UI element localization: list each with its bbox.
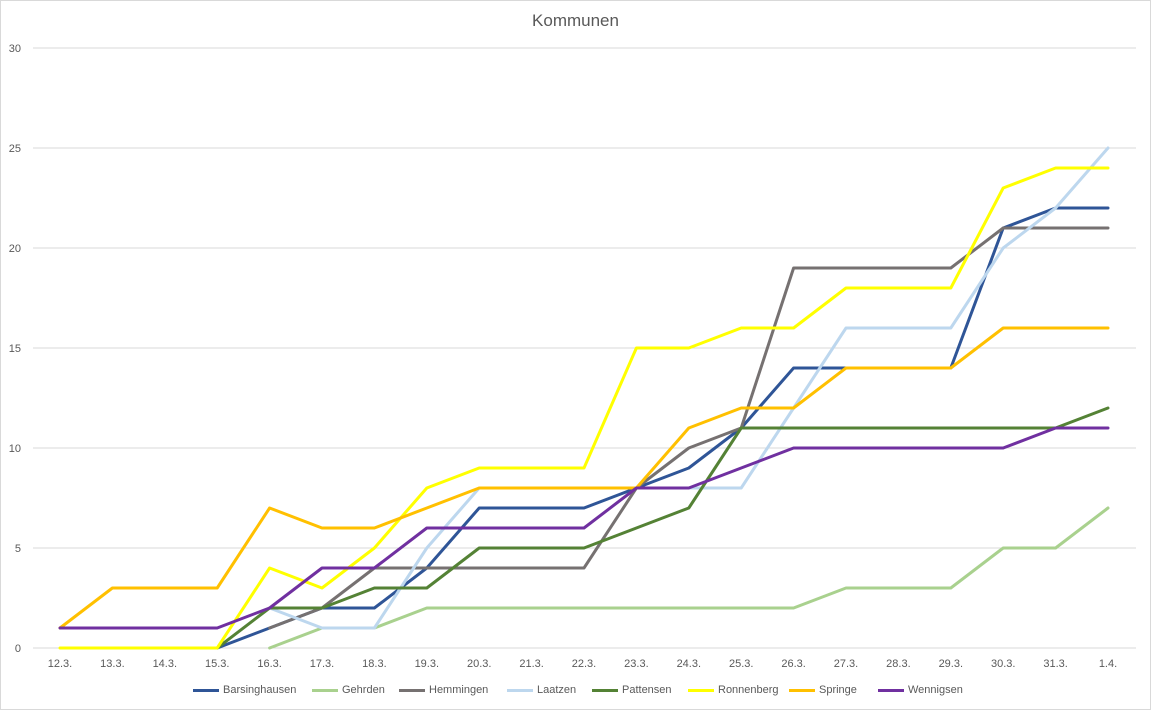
x-tick-label: 18.3. — [362, 658, 386, 670]
legend-item: Wennigsen — [878, 682, 963, 698]
legend-label: Wennigsen — [908, 684, 963, 696]
y-tick-label: 0 — [15, 643, 21, 655]
y-tick-label: 15 — [9, 343, 21, 355]
series-line-barsinghausen — [215, 206, 1110, 650]
x-tick-label: 22.3. — [572, 658, 596, 670]
legend-label: Laatzen — [537, 684, 577, 696]
legend-swatch — [592, 688, 618, 692]
x-tick-label: 14.3. — [153, 658, 177, 670]
series-line-gehrden — [268, 506, 1110, 650]
legend-label: Gehrden — [342, 684, 385, 696]
plot-area: 0 5 10 15 20 25 30 12.3. 13.3. 14.3. 15.3. 16.3. 17.… — [9, 43, 1136, 670]
legend-item: Springe — [789, 682, 857, 698]
legend-item: Laatzen — [507, 682, 576, 698]
legend-item: Pattensen — [592, 682, 672, 698]
legend-label: Springe — [819, 684, 857, 696]
x-tick-label: 13.3. — [100, 658, 124, 670]
x-tick-label: 31.3. — [1043, 658, 1067, 670]
x-tick-label: 15.3. — [205, 658, 229, 670]
x-tick-label: 29.3. — [939, 658, 963, 670]
series-line-pattensen — [215, 406, 1110, 650]
x-tick-label: 25.3. — [729, 658, 753, 670]
legend-swatch — [878, 688, 904, 692]
x-tick-label: 30.3. — [991, 658, 1015, 670]
legend-label: Ronnenberg — [718, 684, 779, 696]
legend-item: Ronnenberg — [688, 682, 779, 698]
legend-label: Pattensen — [622, 684, 672, 696]
x-tick-label: 17.3. — [310, 658, 334, 670]
legend-label: Hemmingen — [429, 684, 489, 696]
x-tick-label: 26.3. — [781, 658, 805, 670]
x-tick-label: 28.3. — [886, 658, 910, 670]
x-tick-label: 21.3. — [519, 658, 543, 670]
legend-swatch — [193, 688, 219, 692]
series-line-wennigsen — [58, 426, 1110, 630]
y-tick-label: 20 — [9, 243, 21, 255]
x-tick-label: 23.3. — [624, 658, 648, 670]
legend: Barsinghausen Gehrden Hemmingen Laatzen Patt… — [0, 682, 1151, 698]
legend-swatch — [312, 688, 338, 692]
x-tick-label: 19.3. — [415, 658, 439, 670]
legend-swatch — [507, 688, 533, 692]
series-line-ronnenberg — [58, 166, 1110, 650]
x-tick-label: 16.3. — [257, 658, 281, 670]
y-tick-label: 10 — [9, 443, 21, 455]
legend-swatch — [399, 688, 425, 692]
legend-swatch — [789, 688, 815, 692]
chart-title: Kommunen — [532, 11, 619, 30]
y-tick-label: 30 — [9, 43, 21, 55]
y-tick-label: 5 — [15, 543, 21, 555]
x-tick-label: 12.3. — [48, 658, 72, 670]
legend-item: Hemmingen — [399, 682, 488, 698]
series-line-laatzen — [268, 146, 1110, 630]
legend-item: Gehrden — [312, 682, 385, 698]
x-tick-label: 24.3. — [677, 658, 701, 670]
y-tick-label: 25 — [9, 143, 21, 155]
legend-label: Barsinghausen — [223, 684, 297, 696]
x-tick-label: 27.3. — [834, 658, 858, 670]
series-line-springe — [58, 326, 1110, 630]
x-tick-label: 1.4. — [1099, 658, 1117, 670]
legend-swatch — [688, 688, 714, 692]
legend-item: Barsinghausen — [193, 682, 296, 698]
x-tick-label: 20.3. — [467, 658, 491, 670]
